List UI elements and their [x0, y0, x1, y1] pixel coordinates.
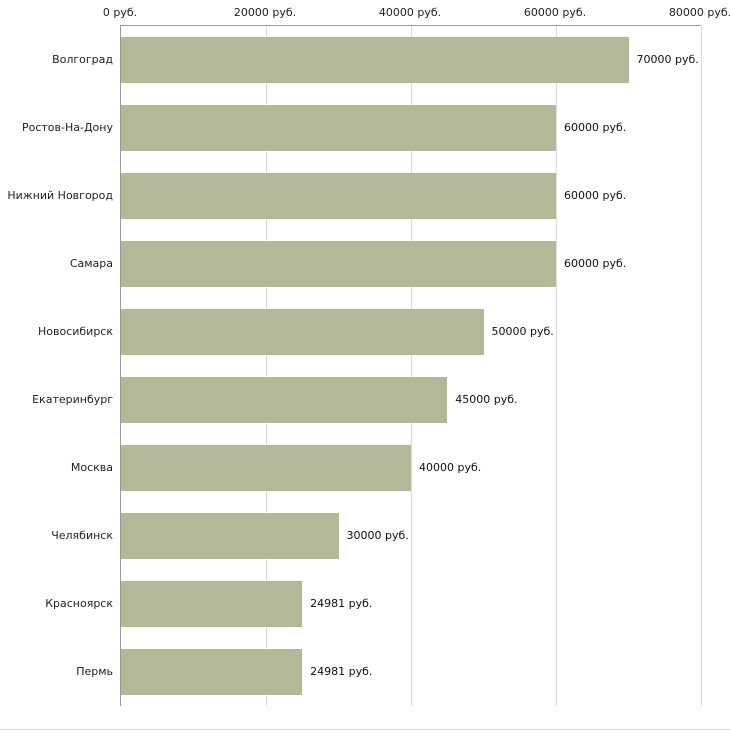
gridline [411, 26, 412, 706]
chart-row: Пермь 24981 руб. [76, 638, 701, 706]
chart-row: Екатеринбург 45000 руб. [32, 366, 701, 434]
bar [121, 105, 556, 151]
gridline [701, 26, 702, 706]
value-label: 45000 руб. [455, 393, 518, 406]
chart-row: Челябинск 30000 руб. [51, 502, 701, 570]
x-axis-tick-label: 60000 руб. [523, 6, 587, 19]
x-axis-tick-label: 40000 руб. [378, 6, 442, 19]
category-label: Ростов-На-Дону [21, 121, 113, 134]
value-label: 70000 руб. [636, 53, 699, 66]
bar [121, 309, 484, 355]
value-label: 24981 руб. [310, 597, 373, 610]
plot-area: Волгоград 70000 руб. Ростов-На-Дону 60000 р… [7, 25, 702, 706]
value-label: 60000 руб. [564, 121, 627, 134]
x-axis-tick-label: 80000 руб. [668, 6, 730, 19]
gridline [266, 26, 267, 706]
bar [121, 37, 629, 83]
bar [121, 377, 448, 423]
category-label: Челябинск [51, 529, 113, 542]
category-label: Екатеринбург [32, 393, 113, 406]
bar [121, 173, 556, 219]
value-label: 30000 руб. [346, 529, 409, 542]
x-axis-tick-label: 0 руб. [102, 6, 138, 19]
chart-row: Нижний Новгород 60000 руб. [7, 162, 701, 230]
chart-row: Ростов-На-Дону 60000 руб. [22, 94, 701, 162]
category-label: Красноярск [45, 597, 113, 610]
bar [121, 513, 339, 559]
gridline [556, 26, 557, 706]
chart-row: Волгоград 70000 руб. [52, 26, 701, 94]
bar [121, 581, 303, 627]
category-label: Самара [69, 257, 113, 270]
category-label: Новосибирск [37, 325, 113, 338]
value-label: 40000 руб. [419, 461, 482, 474]
x-axis: 0 руб. 20000 руб. 40000 руб. 60000 руб. 8000… [103, 0, 730, 25]
value-label: 60000 руб. [564, 189, 627, 202]
category-label: Нижний Новгород [7, 189, 113, 202]
bar [121, 445, 411, 491]
chart-row: Москва 40000 руб. [71, 434, 701, 502]
value-label: 24981 руб. [310, 665, 373, 678]
category-label: Пермь [76, 665, 113, 678]
category-label: Волгоград [52, 53, 113, 66]
chart-row: Самара 60000 руб. [70, 230, 701, 298]
chart-row: Красноярск 24981 руб. [45, 570, 701, 638]
chart-row: Новосибирск 50000 руб. [38, 298, 701, 366]
category-label: Москва [70, 461, 113, 474]
bar [121, 241, 556, 287]
value-label: 50000 руб. [491, 325, 554, 338]
value-label: 60000 руб. [564, 257, 627, 270]
bar [121, 649, 303, 695]
x-axis-tick-label: 20000 руб. [233, 6, 297, 19]
